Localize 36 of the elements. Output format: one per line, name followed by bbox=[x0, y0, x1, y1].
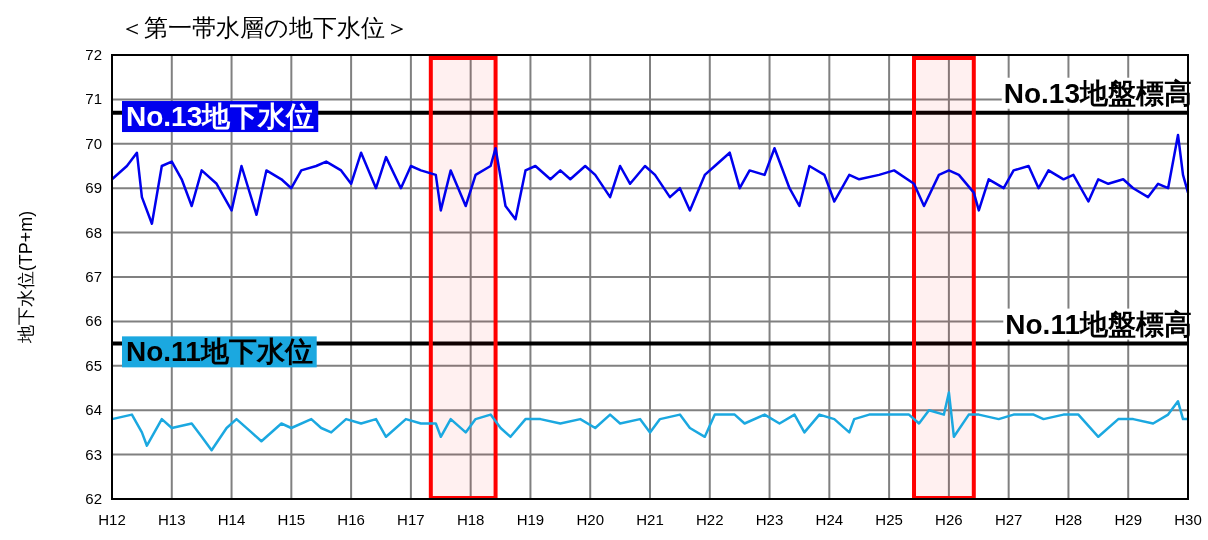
y-tick-label: 69 bbox=[85, 179, 102, 197]
y-tick-label: 64 bbox=[85, 401, 102, 419]
x-tick-label: H30 bbox=[1174, 511, 1202, 528]
x-tick-label: H19 bbox=[516, 511, 545, 528]
x-tick-label: H21 bbox=[636, 511, 664, 528]
y-tick-label: 70 bbox=[85, 134, 102, 152]
x-tick-label: H24 bbox=[815, 511, 844, 528]
y-axis-title: 地下水位(TP+m) bbox=[16, 210, 36, 345]
x-tick-label: H28 bbox=[1054, 511, 1083, 528]
x-tick-label: H18 bbox=[456, 511, 485, 528]
x-tick-label: H12 bbox=[98, 511, 126, 528]
x-tick-label: H29 bbox=[1114, 511, 1142, 528]
line-series bbox=[110, 133, 1190, 225]
x-tick-label: H22 bbox=[696, 511, 724, 528]
x-tick-label: H20 bbox=[576, 511, 604, 528]
line-series bbox=[110, 391, 1190, 452]
y-tick-label: 63 bbox=[85, 445, 102, 463]
x-tick-label: H27 bbox=[994, 511, 1023, 528]
x-tick-label: H13 bbox=[158, 511, 186, 528]
x-tick-label: H23 bbox=[755, 511, 784, 528]
chart-title: ＜第一帯水層の地下水位＞ bbox=[120, 14, 409, 41]
y-tick-label: 72 bbox=[85, 46, 102, 63]
y-tick-label: 66 bbox=[85, 312, 102, 330]
x-tick-label: H26 bbox=[935, 511, 963, 528]
y-tick-label: 67 bbox=[85, 268, 102, 285]
y-tick-label: 62 bbox=[85, 490, 102, 507]
x-tick-label: H14 bbox=[217, 511, 246, 528]
y-tick-label: 68 bbox=[85, 223, 102, 241]
x-tick-label: H25 bbox=[875, 511, 903, 528]
x-tick-label: H17 bbox=[397, 511, 425, 528]
x-tick-label: H15 bbox=[277, 511, 306, 528]
y-tick-label: 65 bbox=[85, 356, 102, 374]
x-tick-label: H16 bbox=[337, 511, 365, 528]
y-tick-label: 71 bbox=[85, 90, 102, 108]
series-label: No.11地下水位 bbox=[126, 336, 313, 368]
series-label: No.13地下水位 bbox=[126, 101, 315, 133]
